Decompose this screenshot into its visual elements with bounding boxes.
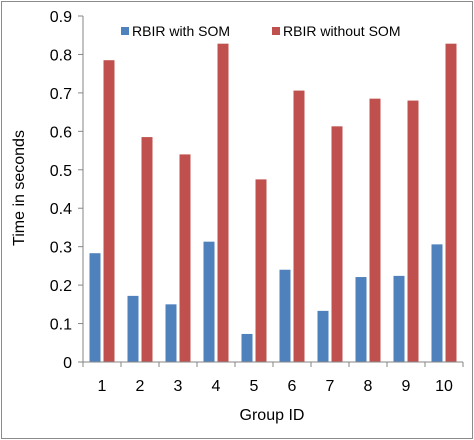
legend-label: RBIR with SOM: [132, 23, 230, 39]
y-tick-label: 0.4: [50, 201, 72, 218]
bar-rbir-without-som: [445, 43, 457, 363]
bar-rbir-without-som: [103, 60, 115, 362]
y-tick-label: 0.8: [50, 47, 72, 64]
x-tick-label: 3: [174, 378, 183, 395]
y-tick-label: 0.9: [50, 9, 72, 26]
x-axis-title: Group ID: [240, 407, 305, 424]
legend-label: RBIR without SOM: [283, 23, 400, 39]
x-tick-label: 2: [136, 378, 145, 395]
bar-rbir-without-som: [255, 179, 267, 362]
y-tick-label: 0.7: [50, 86, 72, 103]
bar-rbir-without-som: [369, 98, 381, 363]
y-tick-label: 0.1: [50, 317, 72, 334]
bar-rbir-with-som: [431, 244, 443, 362]
bar-rbir-without-som: [331, 126, 343, 362]
bar-rbir-without-som: [217, 43, 229, 363]
y-axis-ticks: 0 0.1 0.2 0.3 0.4 0.5 0.6 0.7 0.8 0.9: [50, 9, 83, 372]
x-axis-ticks: 1 2 3 4 5 6 7 8 9 10: [82, 362, 464, 395]
x-tick-label: 8: [364, 378, 373, 395]
y-tick-label: 0.3: [50, 240, 72, 257]
bar-rbir-with-som: [317, 310, 329, 362]
x-tick-label: 1: [98, 378, 107, 395]
bar-rbir-with-som: [203, 241, 215, 362]
bar-rbir-without-som: [141, 137, 153, 362]
y-tick-label: 0.6: [50, 124, 72, 141]
y-axis-title: Time in seconds: [11, 130, 28, 246]
legend-swatch: [121, 27, 129, 35]
x-tick-label: 9: [402, 378, 411, 395]
legend: RBIR with SOM RBIR without SOM: [121, 23, 400, 39]
y-tick-label: 0.5: [50, 163, 72, 180]
bar-rbir-with-som: [393, 275, 405, 362]
legend-swatch: [272, 27, 280, 35]
bars: [89, 43, 457, 363]
bar-rbir-without-som: [293, 90, 305, 363]
bar-rbir-without-som: [407, 100, 419, 363]
x-tick-label: 7: [326, 378, 335, 395]
y-tick-label: 0.2: [50, 278, 72, 295]
axes: [82, 16, 463, 363]
y-tick-label: 0: [63, 355, 72, 372]
x-tick-label: 5: [250, 378, 259, 395]
bar-rbir-with-som: [279, 269, 291, 362]
bar-rbir-without-som: [179, 154, 191, 362]
x-tick-label: 6: [288, 378, 297, 395]
x-tick-label: 10: [435, 378, 453, 395]
bar-rbir-with-som: [355, 277, 367, 362]
bar-rbir-with-som: [165, 304, 177, 362]
bar-rbir-with-som: [241, 333, 253, 362]
bar-rbir-with-som: [127, 295, 139, 362]
bar-rbir-with-som: [89, 253, 101, 362]
x-tick-label: 4: [212, 378, 221, 395]
